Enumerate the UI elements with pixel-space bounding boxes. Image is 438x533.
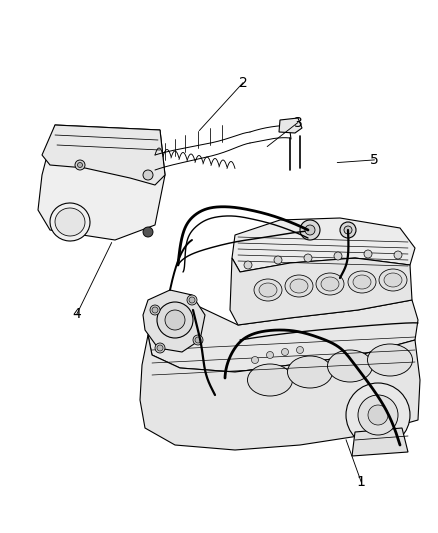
Ellipse shape [259, 283, 277, 297]
Circle shape [340, 222, 356, 238]
Circle shape [150, 305, 160, 315]
Circle shape [344, 226, 352, 234]
Circle shape [304, 254, 312, 262]
Circle shape [143, 227, 153, 237]
Circle shape [78, 163, 82, 167]
Circle shape [143, 170, 153, 180]
Circle shape [364, 250, 372, 258]
Polygon shape [42, 125, 165, 185]
Circle shape [297, 346, 304, 353]
Circle shape [195, 337, 201, 343]
Circle shape [334, 252, 342, 260]
Ellipse shape [285, 275, 313, 297]
Polygon shape [352, 428, 408, 456]
Ellipse shape [55, 208, 85, 236]
Circle shape [305, 225, 315, 235]
Text: 5: 5 [370, 153, 379, 167]
Circle shape [157, 302, 193, 338]
Polygon shape [148, 300, 418, 372]
Circle shape [346, 383, 410, 447]
Polygon shape [232, 218, 415, 272]
Circle shape [165, 310, 185, 330]
Circle shape [251, 357, 258, 364]
Ellipse shape [328, 350, 372, 382]
Circle shape [244, 261, 252, 269]
Circle shape [266, 351, 273, 359]
Circle shape [193, 335, 203, 345]
Circle shape [368, 405, 388, 425]
Ellipse shape [321, 277, 339, 291]
Circle shape [358, 395, 398, 435]
Circle shape [282, 349, 289, 356]
Polygon shape [230, 258, 412, 325]
Circle shape [300, 220, 320, 240]
Ellipse shape [50, 203, 90, 241]
Circle shape [274, 256, 282, 264]
Circle shape [187, 295, 197, 305]
Polygon shape [279, 118, 302, 133]
Ellipse shape [290, 279, 308, 293]
Text: 4: 4 [72, 308, 81, 321]
Ellipse shape [379, 269, 407, 291]
Text: 1: 1 [357, 475, 366, 489]
Ellipse shape [316, 273, 344, 295]
Text: 3: 3 [293, 116, 302, 130]
Circle shape [152, 307, 158, 313]
Ellipse shape [254, 279, 282, 301]
Polygon shape [38, 125, 165, 240]
Ellipse shape [287, 356, 332, 388]
Circle shape [75, 160, 85, 170]
Circle shape [157, 345, 163, 351]
Circle shape [189, 297, 195, 303]
Circle shape [394, 251, 402, 259]
Ellipse shape [384, 273, 402, 287]
Ellipse shape [367, 344, 413, 376]
Ellipse shape [247, 364, 293, 396]
Polygon shape [140, 335, 420, 450]
Polygon shape [143, 290, 205, 352]
Circle shape [155, 343, 165, 353]
Ellipse shape [353, 275, 371, 289]
Ellipse shape [348, 271, 376, 293]
Text: 2: 2 [239, 76, 247, 90]
